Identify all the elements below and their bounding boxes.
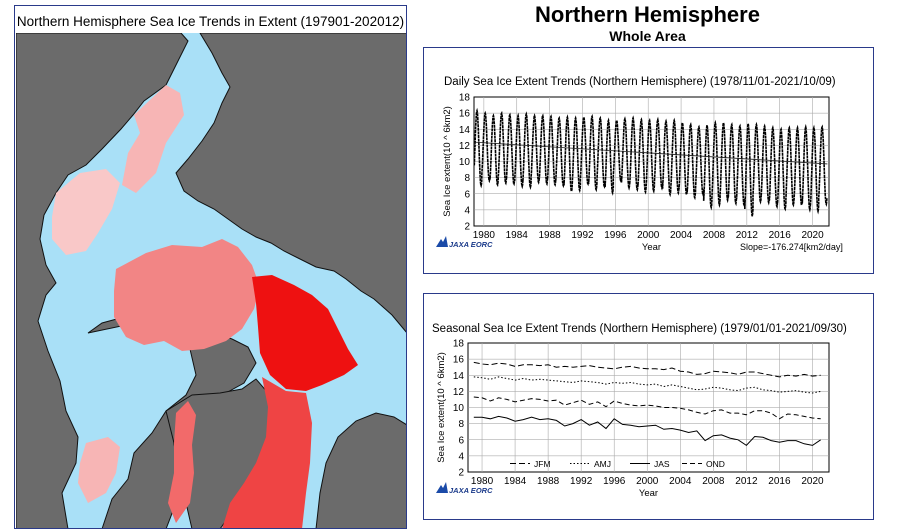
x-tick-label: 2020 bbox=[801, 230, 824, 241]
y-tick-label: 6 bbox=[458, 435, 464, 446]
y-tick-label: 2 bbox=[464, 222, 470, 233]
y-tick-label: 6 bbox=[464, 189, 470, 200]
series-line-jfm bbox=[473, 361, 821, 378]
x-tick-label: 2004 bbox=[670, 230, 693, 241]
y-tick-label: 10 bbox=[459, 157, 471, 168]
land-scandinavia bbox=[315, 412, 406, 528]
y-tick-label: 16 bbox=[453, 355, 465, 366]
trend-line bbox=[473, 141, 828, 165]
land-north-america bbox=[16, 33, 189, 528]
y-tick-label: 8 bbox=[464, 173, 470, 184]
x-tick-label: 1996 bbox=[603, 476, 626, 487]
trend-cell-baffin bbox=[168, 401, 196, 523]
y-tick-label: 8 bbox=[458, 419, 464, 430]
legend-label-jas: JAS bbox=[654, 459, 670, 469]
trend-cell-central-arctic bbox=[114, 239, 260, 351]
x-tick-label: 2020 bbox=[801, 476, 824, 487]
x-tick-label: 2004 bbox=[669, 476, 692, 487]
seasonal-extent-chart: Seasonal Sea Ice Extent Trends (Northern… bbox=[432, 323, 847, 499]
x-tick-label: 2008 bbox=[702, 476, 725, 487]
x-tick-label: 1988 bbox=[538, 230, 561, 241]
credit-logo-text: JAXA EORC bbox=[449, 486, 493, 495]
y-tick-label: 18 bbox=[453, 339, 465, 350]
seasonal-chart-panel: Seasonal Sea Ice Extent Trends (Northern… bbox=[423, 293, 874, 520]
y-tick-label: 2 bbox=[458, 468, 464, 479]
x-tick-label: 2012 bbox=[735, 476, 758, 487]
x-tick-label: 2012 bbox=[736, 230, 759, 241]
trend-cell-beaufort-west bbox=[52, 169, 120, 255]
trend-cell-kara-barents bbox=[252, 275, 358, 391]
x-tick-label: 2000 bbox=[637, 230, 660, 241]
x-tick-label: 2016 bbox=[769, 230, 792, 241]
credit-logo-mark bbox=[436, 482, 448, 493]
chart-title: Seasonal Sea Ice Extent Trends (Northern… bbox=[432, 323, 847, 335]
legend-label-jfm: JFM bbox=[534, 459, 551, 469]
sea-ice-trend-map bbox=[16, 33, 406, 528]
x-tick-label: 1992 bbox=[570, 476, 593, 487]
credit-logo-mark bbox=[436, 236, 448, 247]
x-tick-label: 1996 bbox=[604, 230, 627, 241]
x-tick-label: 2000 bbox=[636, 476, 659, 487]
trend-cell-alaska bbox=[122, 85, 184, 193]
map-title: Northern Hemisphere Sea Ice Trends in Ex… bbox=[16, 14, 405, 29]
credit-logo-text: JAXA EORC bbox=[449, 240, 493, 249]
daily-chart-panel: Daily Sea Ice Extent Trends (Northern He… bbox=[423, 47, 874, 274]
x-axis-label: Year bbox=[642, 242, 661, 253]
page-subtitle: Whole Area bbox=[609, 28, 686, 44]
daily-extent-chart: Daily Sea Ice Extent Trends (Northern He… bbox=[436, 76, 843, 253]
trend-cell-greenland-sea bbox=[222, 377, 312, 528]
x-tick-label: 2016 bbox=[768, 476, 791, 487]
series-line-amj bbox=[473, 376, 821, 394]
daily-extent-series bbox=[473, 107, 828, 217]
credit-logo: JAXA EORC bbox=[436, 236, 493, 249]
legend-label-amj: AMJ bbox=[594, 459, 611, 469]
x-tick-label: 1984 bbox=[504, 476, 527, 487]
x-tick-label: 1992 bbox=[571, 230, 594, 241]
y-axis-label: Sea Ice extent(10 ^ 6km2) bbox=[436, 352, 447, 463]
y-tick-label: 16 bbox=[459, 109, 471, 120]
y-tick-label: 4 bbox=[458, 451, 464, 462]
x-tick-label: 1988 bbox=[537, 476, 560, 487]
y-tick-label: 14 bbox=[453, 371, 465, 382]
x-tick-label: 1980 bbox=[471, 476, 494, 487]
page-title: Northern Hemisphere bbox=[535, 2, 760, 27]
trend-cells bbox=[52, 85, 358, 528]
series-line-jas bbox=[473, 415, 821, 447]
y-axis-label: Sea Ice extent(10 ^ 6km2) bbox=[442, 106, 453, 217]
trend-map-panel: Northern Hemisphere Sea Ice Trends in Ex… bbox=[14, 5, 407, 529]
trend-cell-hudson bbox=[78, 437, 120, 503]
x-axis-label: Year bbox=[639, 488, 658, 499]
y-tick-label: 12 bbox=[453, 387, 465, 398]
y-tick-label: 12 bbox=[459, 141, 471, 152]
land-siberia bbox=[175, 33, 406, 333]
y-tick-label: 4 bbox=[464, 205, 470, 216]
credit-logo: JAXA EORC bbox=[436, 482, 493, 495]
x-tick-label: 1984 bbox=[506, 230, 529, 241]
legend-label-ond: OND bbox=[706, 459, 725, 469]
slope-label: Slope=-176.274[km2/day] bbox=[740, 242, 843, 252]
y-tick-label: 10 bbox=[453, 403, 465, 414]
chart-title: Daily Sea Ice Extent Trends (Northern He… bbox=[444, 76, 836, 88]
series-line-ond bbox=[473, 396, 821, 420]
y-tick-label: 18 bbox=[459, 93, 471, 104]
x-tick-label: 2008 bbox=[703, 230, 726, 241]
x-tick-label: 1980 bbox=[473, 230, 496, 241]
y-tick-label: 14 bbox=[459, 125, 471, 136]
